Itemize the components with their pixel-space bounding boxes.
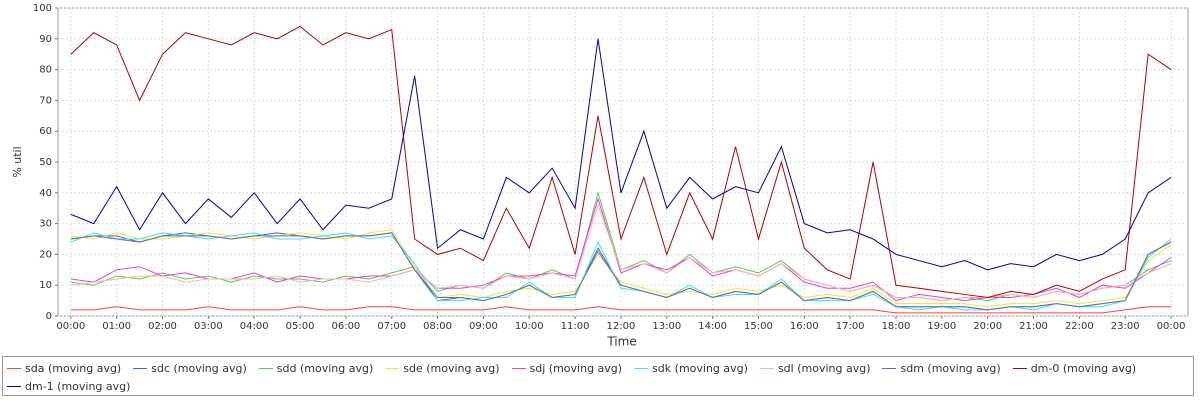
x-tick-label: 22:00 [1065,321,1094,332]
x-tick-label: 21:00 [1019,321,1048,332]
legend-entry: dm-0 (moving avg) [1012,359,1137,377]
x-tick-label: 17:00 [836,321,865,332]
legend-label: sdc (moving avg) [151,361,247,375]
y-tick-label: 50 [39,157,52,168]
legend-entry: sdl (moving avg) [759,359,871,377]
legend-label: sdj (moving avg) [529,361,623,375]
x-tick-label: 00:00 [1157,321,1186,332]
x-tick-label: 08:00 [423,321,452,332]
legend-swatch [634,367,649,369]
y-tick-label: 60 [39,126,52,137]
legend-entry: sdm (moving avg) [882,359,1001,377]
legend-label: sde (moving avg) [403,361,500,375]
legend-swatch [759,367,774,369]
x-tick-label: 13:00 [652,321,681,332]
x-tick-label: 18:00 [882,321,911,332]
x-tick-label: 19:00 [927,321,956,332]
y-axis-label: % util [11,146,24,177]
legend-entry: sdj (moving avg) [511,359,623,377]
x-tick-label: 04:00 [240,321,269,332]
legend-swatch [133,367,148,369]
y-tick-label: 10 [39,280,52,291]
legend-swatch [385,367,400,369]
legend-label: sdm (moving avg) [900,361,1001,375]
legend-entry: sdd (moving avg) [258,359,374,377]
y-tick-label: 0 [46,311,52,322]
legend-entry: sdk (moving avg) [634,359,748,377]
x-tick-label: 09:00 [469,321,498,332]
y-tick-label: 100 [33,3,52,14]
x-axis-label: Time [606,335,636,349]
x-tick-label: 14:00 [698,321,727,332]
legend-label: sdk (moving avg) [652,361,748,375]
series-line [70,25,1172,299]
x-tick-label: 06:00 [331,321,360,332]
x-tick-label: 12:00 [607,321,636,332]
legend-swatch [258,367,273,369]
x-tick-label: 07:00 [377,321,406,332]
y-tick-label: 30 [39,219,52,230]
legend: sda (moving avg) sdc (moving avg) sdd (mov… [2,356,1194,396]
legend-label: dm-1 (moving avg) [25,379,131,393]
x-tick-label: 20:00 [973,321,1002,332]
legend-swatch [7,367,21,369]
legend-entry: sde (moving avg) [385,359,500,377]
x-tick-label: 02:00 [148,321,177,332]
y-tick-label: 70 [39,95,52,106]
series-line [70,38,1172,271]
legend-label: sda (moving avg) [25,361,122,375]
y-tick-label: 80 [39,65,52,76]
x-tick-label: 23:00 [1111,321,1140,332]
legend-entry: sdc (moving avg) [133,359,247,377]
x-tick-label: 11:00 [561,321,590,332]
x-tick-label: 16:00 [790,321,819,332]
series-line [70,306,1172,314]
x-tick-label: 03:00 [194,321,223,332]
y-tick-label: 90 [39,34,52,45]
series-line [70,232,1172,311]
y-tick-label: 20 [39,249,52,260]
legend-swatch [1012,367,1027,369]
legend-entry: dm-1 (moving avg) [7,377,130,395]
legend-label: sdd (moving avg) [276,361,374,375]
legend-swatch [882,367,897,369]
legend-label: dm-0 (moving avg) [1030,361,1137,375]
y-tick-label: 40 [39,188,52,199]
chart: Time % util 0 10 20 30 40 50 60 70 80 90 100 00:00 0… [11,3,1189,349]
x-tick-label: 05:00 [286,321,315,332]
x-tick-label: 01:00 [102,321,131,332]
legend-entry: sda (moving avg) [7,359,121,377]
x-tick-label: 15:00 [744,321,773,332]
legend-swatch [511,367,526,369]
legend-label: sdl (moving avg) [777,361,871,375]
x-tick-label: 10:00 [515,321,544,332]
legend-swatch [7,385,21,387]
series-line [70,229,1172,308]
x-tick-label: 00:00 [56,321,85,332]
